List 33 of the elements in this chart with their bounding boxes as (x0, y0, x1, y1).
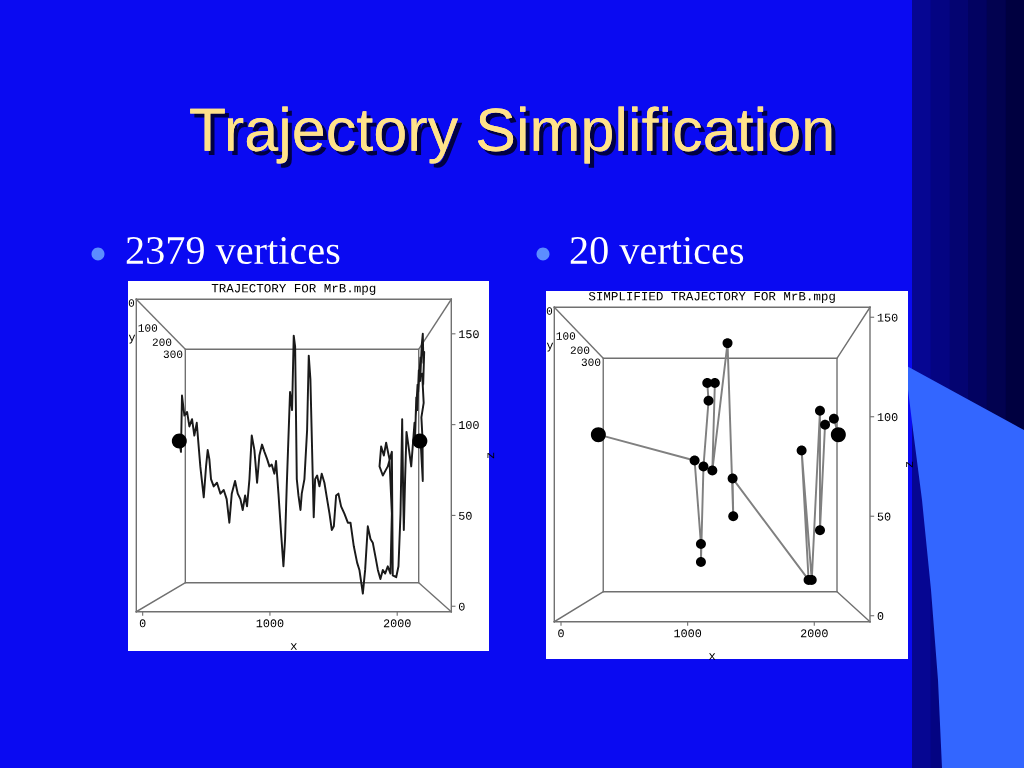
x-tick-label: 1000 (256, 619, 284, 628)
text: y (128, 334, 136, 344)
annotation: 100 (138, 324, 158, 332)
annotation: 200 (152, 338, 172, 346)
x-axis-title: x (708, 653, 716, 660)
x-tick-label: 0 (558, 629, 564, 638)
y-tick-label: 50 (877, 512, 891, 521)
chart-subtitle: 2379 vertices (126, 237, 340, 265)
x-tick-label: 2000 (800, 629, 828, 638)
annotation: 200 (570, 346, 590, 354)
x-tick-label: 1000 (674, 629, 702, 638)
annotation: 300 (581, 358, 601, 366)
text: y (546, 342, 554, 352)
text: 0 (546, 307, 553, 315)
text: 0 (128, 299, 135, 307)
y-tick-label: 0 (877, 612, 884, 621)
y-tick-label: 150 (877, 313, 898, 322)
y-tick-label: 50 (458, 511, 472, 520)
y-tick-label: 150 (459, 330, 479, 339)
x-tick-label: 2000 (383, 619, 411, 628)
x-axis-title: x (290, 643, 297, 650)
y-axis-title: z (906, 461, 913, 468)
chart-title: TRAJECTORY FOR MrB.mpg (211, 283, 376, 295)
annotation: 300 (163, 350, 183, 358)
chart-subtitle: 20 vertices (570, 236, 744, 265)
y-tick-label: 100 (877, 413, 898, 422)
y-axis-title: z (487, 452, 495, 459)
y-tick-label: 100 (459, 421, 479, 430)
annotation: 100 (556, 332, 576, 340)
y-tick-label: 0 (458, 602, 465, 611)
chart-title: SIMPLIFIED TRAJECTORY FOR MrB.mpg (588, 291, 835, 303)
x-tick-label: 0 (139, 619, 146, 628)
text: Trajectory Simplification (190, 106, 836, 168)
